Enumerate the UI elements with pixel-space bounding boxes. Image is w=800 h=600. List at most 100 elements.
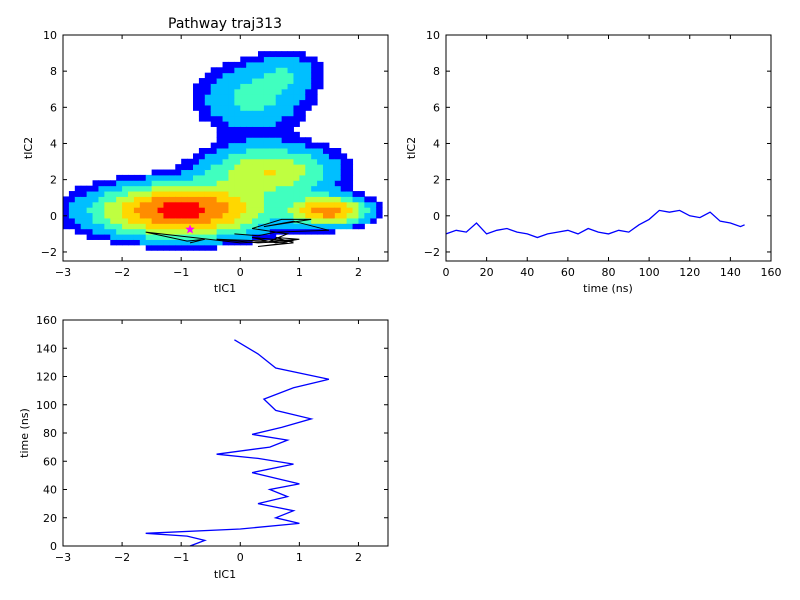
heatmap-cell (299, 104, 306, 111)
heatmap-cell (258, 115, 265, 122)
heatmap-cell (269, 217, 277, 224)
heatmap-axes-frame (62, 34, 389, 262)
heatmap-cell (299, 88, 306, 95)
heatmap-cell (139, 185, 147, 192)
heatmap-cell (293, 223, 300, 230)
heatmap-cell (258, 142, 265, 149)
heatmap-cell (281, 137, 289, 144)
heatmap-cell (263, 56, 271, 63)
heatmap-cell (299, 72, 306, 79)
heatmap-cell (169, 196, 176, 203)
heatmap-cell (263, 212, 271, 219)
heatmap-cell (293, 78, 300, 84)
heatmap-cell (222, 72, 229, 79)
heatmap-cell (193, 104, 200, 111)
heatmap-cell (305, 72, 312, 79)
heatmap-cell (328, 158, 336, 165)
heatmap-cell (328, 196, 336, 203)
heatmap-cell (193, 223, 200, 230)
heatmap-cell (116, 212, 123, 219)
heatmap-cell (346, 217, 354, 224)
heatmap-cell (145, 174, 153, 181)
heatmap-cell (246, 78, 253, 84)
heatmap-cell (269, 185, 277, 192)
heatmap-cell (263, 142, 271, 149)
heatmap-cell (323, 212, 330, 219)
heatmap-cell (110, 223, 117, 230)
heatmap-cell (193, 234, 200, 240)
heatmap-cell (240, 99, 247, 106)
heatmap-cell (198, 180, 206, 187)
heatmap-cell (116, 234, 123, 240)
heatmap-cell (181, 244, 188, 251)
heatmap-cell (216, 88, 224, 95)
heatmap-cell (157, 239, 164, 246)
heatmap-cell (287, 104, 294, 111)
heatmap-x-ticks: −3 −2 −1 0 1 2 (55, 35, 362, 279)
heatmap-cell (163, 191, 170, 197)
heatmap-cell (68, 207, 76, 214)
heatmap-cell (181, 228, 188, 235)
heatmap-cell (222, 104, 229, 111)
heatmap-cell (86, 223, 94, 230)
heatmap-cell (246, 180, 253, 187)
heatmap-cell (163, 217, 170, 224)
heatmap-cell (151, 217, 159, 224)
heatmap-cell (145, 196, 153, 203)
heatmap-cell (269, 61, 277, 68)
heatmap-cell (246, 137, 253, 144)
heatmap-cell (157, 185, 164, 192)
heatmap-cell (222, 115, 229, 122)
heatmap-cell (305, 191, 312, 197)
heatmap-cell (193, 185, 200, 192)
heatmap-cell (198, 158, 206, 165)
heatmap-cell (328, 169, 336, 176)
y-tick-label: 10 (43, 29, 57, 42)
x-tick-label: 0 (443, 266, 450, 279)
heatmap-cell (234, 67, 241, 74)
heatmap-cell (198, 99, 206, 106)
heatmap-cell (299, 110, 306, 117)
heatmap-cell (175, 212, 182, 219)
heatmap-cell (145, 228, 153, 235)
heatmap-cell (104, 191, 111, 197)
x-tick-label: −2 (114, 551, 130, 564)
heatmap-cell (198, 223, 206, 230)
heatmap-cell (228, 61, 235, 68)
tic2-line (445, 209, 745, 239)
heatmap-cell (216, 137, 224, 144)
heatmap-cell (281, 115, 289, 122)
heatmap-cell (263, 61, 271, 68)
heatmap-cell (204, 99, 212, 106)
heatmap-cell (210, 164, 218, 171)
heatmap-cell (198, 148, 206, 154)
heatmap-cell (80, 196, 88, 203)
heatmap-cell (246, 131, 253, 138)
heatmap-cell (133, 234, 141, 240)
heatmap-cell (252, 207, 259, 214)
heatmap-cell (234, 180, 241, 187)
heatmap-cell (145, 217, 153, 224)
heatmap-cell (275, 51, 283, 58)
heatmap-cell (275, 115, 283, 122)
heatmap-cell (145, 212, 153, 219)
heatmap-cell (275, 180, 283, 187)
heatmap-cell (104, 207, 111, 214)
heatmap-cell (193, 217, 200, 224)
heatmap-cell (246, 115, 253, 122)
heatmap-cell (175, 201, 182, 208)
heatmap-cell (210, 207, 218, 214)
y-tick-label: 2 (50, 174, 57, 187)
heatmap-cell (169, 212, 176, 219)
heatmap-cell (240, 223, 247, 230)
heatmap-cell (328, 191, 336, 197)
heatmap-cell (175, 174, 182, 181)
heatmap-cell (281, 207, 289, 214)
heatmap-cell (323, 217, 330, 224)
tic2-time-x-ticks: 0 20 40 60 80 100 120 140 160 (443, 35, 782, 279)
heatmap-cell (275, 78, 283, 84)
heatmap-cell (210, 244, 218, 251)
heatmap-cell (311, 61, 318, 68)
heatmap-cell (293, 191, 300, 197)
